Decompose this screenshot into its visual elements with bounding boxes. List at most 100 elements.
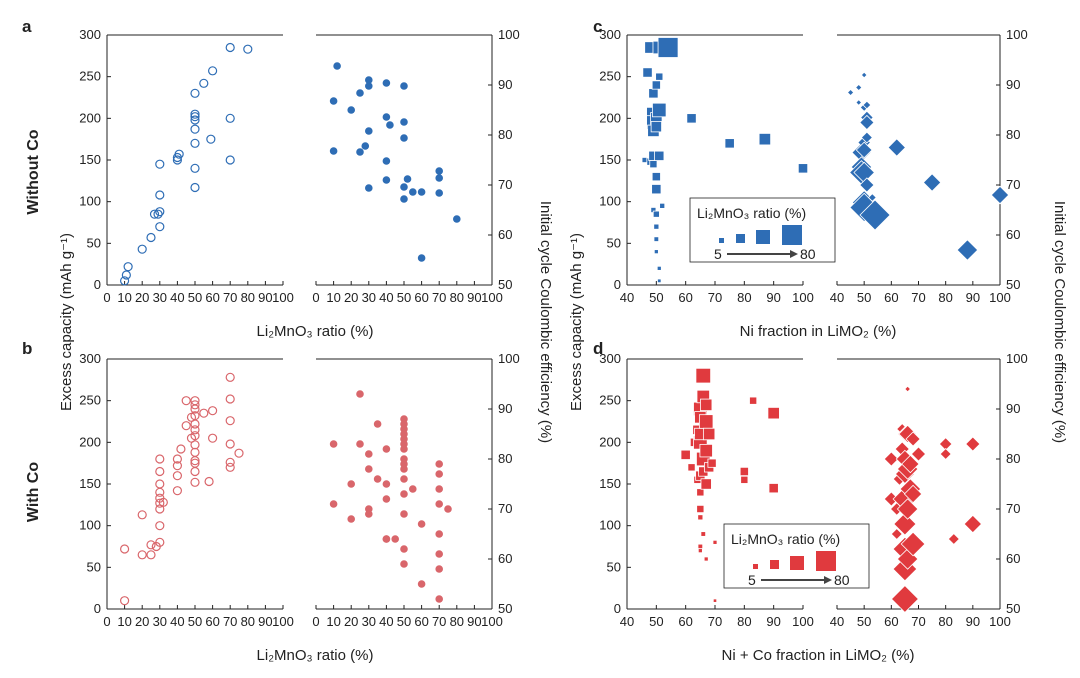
data-point bbox=[382, 480, 391, 488]
data-point bbox=[697, 543, 704, 550]
y-tick-label: 60 bbox=[498, 227, 512, 242]
x-tick-label: 80 bbox=[938, 614, 952, 629]
data-point bbox=[225, 416, 235, 426]
x-tick-label: 20 bbox=[344, 290, 358, 305]
y-tick-label: 90 bbox=[1006, 77, 1020, 92]
x-tick-label: 80 bbox=[450, 614, 464, 629]
x-tick-label: 90 bbox=[966, 290, 980, 305]
y-tick-label: 300 bbox=[599, 351, 621, 366]
data-point bbox=[901, 454, 920, 474]
x-tick-label: 40 bbox=[170, 290, 184, 305]
x-tick-label: 50 bbox=[649, 290, 663, 305]
data-point bbox=[768, 483, 779, 494]
data-point bbox=[208, 433, 218, 443]
data-point bbox=[642, 67, 653, 78]
x-tick-label: 90 bbox=[467, 614, 481, 629]
data-point bbox=[403, 175, 412, 183]
x-tick-label: 80 bbox=[938, 290, 952, 305]
data-point bbox=[190, 447, 200, 457]
data-point bbox=[123, 262, 133, 272]
data-point bbox=[700, 478, 712, 490]
y-tick-label: 100 bbox=[1006, 27, 1028, 42]
x-tick-label: 40 bbox=[170, 614, 184, 629]
data-point bbox=[347, 106, 356, 114]
data-point bbox=[435, 174, 444, 182]
data-point bbox=[686, 113, 697, 124]
y-tick-label: 60 bbox=[1006, 227, 1020, 242]
data-point bbox=[855, 141, 873, 159]
x-tick-label: 80 bbox=[241, 290, 255, 305]
y-tick-label: 0 bbox=[94, 277, 101, 292]
x-tick-label: 100 bbox=[481, 614, 503, 629]
data-point bbox=[155, 159, 165, 169]
legend-min-label-blue: 5 bbox=[714, 246, 722, 262]
data-point bbox=[225, 394, 235, 404]
data-point bbox=[155, 222, 165, 232]
data-point bbox=[365, 76, 373, 84]
x-tick-label: 40 bbox=[620, 290, 634, 305]
ylabel-excess-capacity-right: Excess capacity (mAh g⁻¹) bbox=[568, 233, 585, 411]
data-point bbox=[435, 595, 444, 603]
data-point bbox=[707, 458, 717, 468]
x-tick-label: 80 bbox=[737, 290, 751, 305]
x-tick-label: 30 bbox=[362, 290, 376, 305]
data-point bbox=[905, 431, 921, 447]
y-tick-label: 70 bbox=[498, 501, 512, 516]
y-tick-label: 200 bbox=[79, 434, 101, 449]
x-tick-label: 40 bbox=[379, 290, 393, 305]
data-point bbox=[234, 448, 244, 458]
data-point bbox=[859, 114, 875, 131]
x-tick-label: 60 bbox=[884, 614, 898, 629]
x-tick-label: 90 bbox=[766, 614, 780, 629]
data-point bbox=[190, 411, 200, 421]
data-point bbox=[365, 465, 373, 473]
data-point bbox=[910, 446, 927, 462]
data-point bbox=[699, 443, 713, 458]
x-tick-label: 60 bbox=[205, 290, 219, 305]
data-point bbox=[382, 113, 391, 121]
data-point bbox=[651, 184, 662, 195]
data-point bbox=[655, 72, 664, 81]
data-point bbox=[860, 131, 873, 144]
data-point bbox=[155, 479, 165, 489]
data-point bbox=[204, 476, 214, 487]
ylabel-coulombic-efficiency-right: Initial cycle Coulombic efficiency (%) bbox=[1051, 201, 1068, 443]
legend-marker-red-4 bbox=[816, 551, 836, 571]
legend-marker-red-3 bbox=[790, 556, 804, 570]
y-tick-label: 300 bbox=[79, 27, 101, 42]
data-point bbox=[657, 278, 662, 284]
x-tick-label: 50 bbox=[857, 614, 871, 629]
x-tick-label: 90 bbox=[258, 290, 272, 305]
data-point bbox=[172, 461, 182, 471]
y-tick-label: 70 bbox=[1006, 501, 1020, 516]
data-point bbox=[174, 149, 184, 159]
x-tick-label: 60 bbox=[678, 614, 692, 629]
data-point bbox=[137, 244, 147, 254]
x-tick-label: 70 bbox=[911, 614, 925, 629]
data-point bbox=[190, 400, 200, 410]
data-point bbox=[947, 532, 960, 546]
legend-marker-4 bbox=[782, 225, 802, 245]
data-point bbox=[653, 223, 660, 230]
x-tick-label: 40 bbox=[830, 290, 844, 305]
legend-arrowhead-red bbox=[824, 576, 832, 584]
x-tick-label: 70 bbox=[708, 614, 722, 629]
x-tick-label: 60 bbox=[884, 290, 898, 305]
data-point bbox=[904, 385, 911, 393]
y-tick-label: 80 bbox=[1006, 451, 1020, 466]
data-point bbox=[382, 157, 391, 165]
x-tick-label: 100 bbox=[989, 614, 1011, 629]
data-point bbox=[329, 97, 338, 105]
data-point bbox=[329, 500, 338, 508]
data-point bbox=[400, 118, 408, 126]
data-point bbox=[659, 202, 666, 209]
xlabel-li2mno3-b: Li₂MnO₃ ratio (%) bbox=[257, 647, 374, 664]
y-tick-label: 90 bbox=[498, 77, 512, 92]
y-tick-label: 100 bbox=[1006, 351, 1028, 366]
data-point bbox=[417, 520, 426, 528]
x-tick-label: 60 bbox=[414, 290, 428, 305]
data-point bbox=[939, 447, 952, 461]
y-tick-label: 0 bbox=[94, 601, 101, 616]
